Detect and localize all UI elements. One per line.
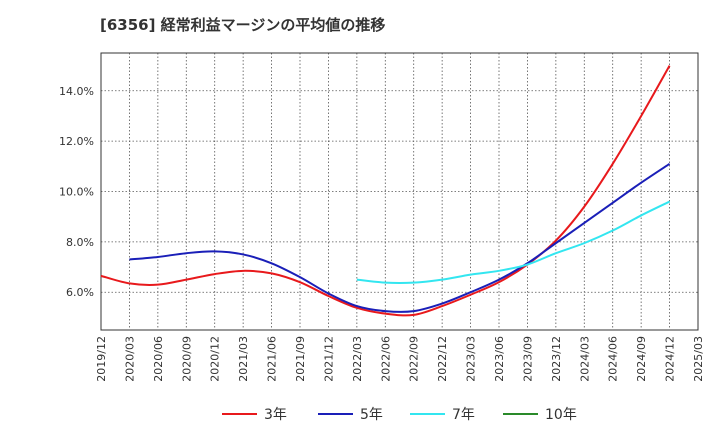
x-tick-label: 2020/06 bbox=[152, 336, 165, 382]
x-tick-label: 2024/09 bbox=[635, 336, 648, 382]
series-lines bbox=[100, 65, 671, 317]
x-tick-label: 2022/06 bbox=[379, 336, 392, 382]
x-tick-label: 2020/12 bbox=[209, 336, 222, 382]
x-tick-label: 2020/03 bbox=[123, 336, 136, 382]
x-tick-label: 2021/12 bbox=[322, 336, 335, 382]
x-tick-label: 2021/06 bbox=[266, 336, 279, 382]
grid bbox=[100, 53, 699, 330]
x-tick-label: 2023/09 bbox=[521, 336, 534, 382]
x-tick-label: 2021/09 bbox=[294, 336, 307, 382]
x-tick-label: 2022/12 bbox=[436, 336, 449, 382]
legend-label-3: 10年 bbox=[545, 407, 577, 423]
x-tick-label: 2019/12 bbox=[95, 336, 108, 382]
x-tick-label: 2020/09 bbox=[180, 336, 193, 382]
y-tick-label: 6.0% bbox=[66, 286, 94, 299]
x-tick-label: 2023/03 bbox=[465, 336, 478, 382]
legend-label-0: 3年 bbox=[264, 407, 287, 423]
x-tick-label: 2025/03 bbox=[692, 336, 705, 382]
x-tick-label: 2022/09 bbox=[408, 336, 421, 382]
y-tick-label: 12.0% bbox=[59, 135, 94, 148]
series-line-2 bbox=[356, 200, 671, 285]
x-tick-label: 2024/12 bbox=[664, 336, 677, 382]
x-tick-label: 2024/03 bbox=[578, 336, 591, 382]
chart-title: [6356] 経常利益マージンの平均値の推移 bbox=[100, 16, 386, 34]
legend: 3年 5年 7年 10年 bbox=[222, 407, 577, 423]
plot-area bbox=[100, 52, 699, 331]
x-tick-label: 2023/12 bbox=[550, 336, 563, 382]
legend-label-2: 7年 bbox=[452, 407, 475, 423]
x-tick-label: 2022/03 bbox=[351, 336, 364, 382]
y-axis-ticks: 6.0% 8.0% 10.0% 12.0% 14.0% bbox=[59, 85, 94, 299]
series-line-1 bbox=[129, 162, 671, 313]
series-line-0 bbox=[100, 65, 671, 317]
legend-label-1: 5年 bbox=[360, 407, 383, 423]
x-tick-label: 2024/06 bbox=[607, 336, 620, 382]
y-tick-label: 8.0% bbox=[66, 236, 94, 249]
x-axis-ticks: 2019/12 2020/03 2020/06 2020/09 2020/12 2021/… bbox=[95, 336, 705, 382]
x-tick-label: 2023/06 bbox=[493, 336, 506, 382]
y-tick-label: 14.0% bbox=[59, 85, 94, 98]
x-tick-label: 2021/03 bbox=[237, 336, 250, 382]
y-tick-label: 10.0% bbox=[59, 186, 94, 199]
